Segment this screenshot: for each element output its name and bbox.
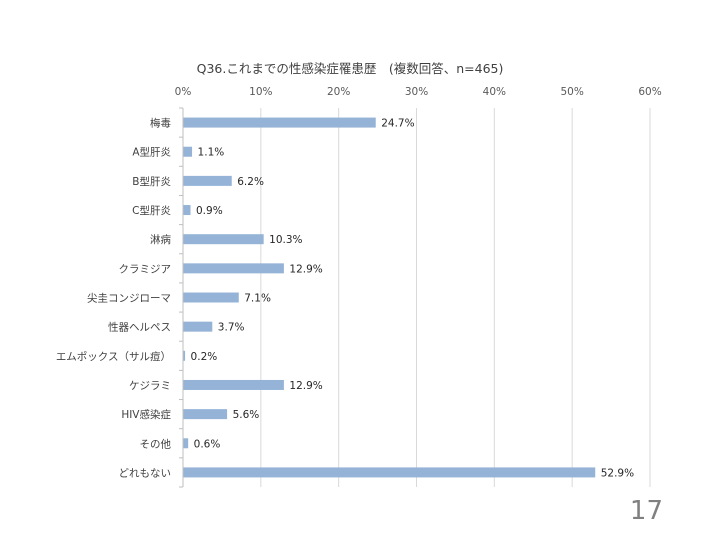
data-label: 0.6% bbox=[194, 438, 221, 450]
bar bbox=[183, 409, 228, 420]
data-label: 0.2% bbox=[191, 351, 218, 363]
bar bbox=[183, 438, 189, 449]
category-label: クラミジア bbox=[119, 263, 172, 275]
category-label: 淋病 bbox=[150, 233, 171, 246]
category-label: C型肝炎 bbox=[132, 204, 171, 217]
category-label: A型肝炎 bbox=[132, 146, 171, 159]
labels: 梅毒 24.7% A型肝炎 1.1% B型肝炎 6.2% C型肝炎 0.9% 淋病 10.3% クラ… bbox=[56, 117, 634, 480]
bar bbox=[183, 117, 376, 128]
data-label: 1.1% bbox=[198, 147, 225, 159]
bar bbox=[183, 292, 239, 303]
gridlines bbox=[260, 108, 651, 487]
data-label: 12.9% bbox=[289, 263, 322, 275]
bar bbox=[183, 379, 284, 390]
category-label: 尖圭コンジローマ bbox=[87, 292, 171, 305]
category-label: ケジラミ bbox=[129, 380, 171, 392]
x-axis-ticks: 0% 10% 20% 30% 40% 50% 60% bbox=[175, 86, 662, 98]
x-tick-label: 60% bbox=[638, 86, 661, 98]
bar bbox=[183, 263, 284, 274]
x-tick-label: 30% bbox=[405, 86, 428, 98]
data-label: 0.9% bbox=[196, 205, 223, 217]
data-label: 7.1% bbox=[244, 293, 271, 305]
bar bbox=[183, 467, 596, 478]
chart-title: Q36.これまでの性感染症罹患歴 (複数回答、n=465) bbox=[196, 61, 504, 76]
data-label: 6.2% bbox=[237, 176, 264, 188]
bar bbox=[183, 175, 232, 186]
x-tick-label: 50% bbox=[560, 86, 583, 98]
category-label: 性器ヘルペス bbox=[108, 321, 171, 334]
bar bbox=[183, 205, 191, 216]
bar bbox=[183, 350, 186, 361]
category-label: B型肝炎 bbox=[132, 175, 171, 188]
category-label: どれもない bbox=[119, 467, 172, 479]
bars bbox=[183, 117, 596, 478]
x-tick-label: 10% bbox=[249, 86, 272, 98]
data-label: 10.3% bbox=[269, 234, 302, 246]
x-tick-label: 20% bbox=[327, 86, 350, 98]
x-tick-label: 40% bbox=[483, 86, 506, 98]
data-label: 5.6% bbox=[233, 409, 260, 421]
data-label: 3.7% bbox=[218, 322, 245, 334]
data-label: 24.7% bbox=[381, 118, 414, 130]
data-label: 52.9% bbox=[601, 467, 634, 479]
y-axis bbox=[179, 107, 184, 488]
category-label: その他 bbox=[140, 437, 172, 450]
category-label: HIV感染症 bbox=[121, 408, 171, 421]
bar bbox=[183, 321, 213, 332]
x-tick-label: 0% bbox=[175, 86, 192, 98]
page-number: 17 bbox=[629, 496, 663, 526]
category-label: エムポックス（サル痘） bbox=[56, 350, 171, 363]
category-label: 梅毒 bbox=[150, 117, 171, 130]
bar bbox=[183, 234, 264, 245]
bar bbox=[183, 146, 193, 157]
data-label: 12.9% bbox=[289, 380, 322, 392]
